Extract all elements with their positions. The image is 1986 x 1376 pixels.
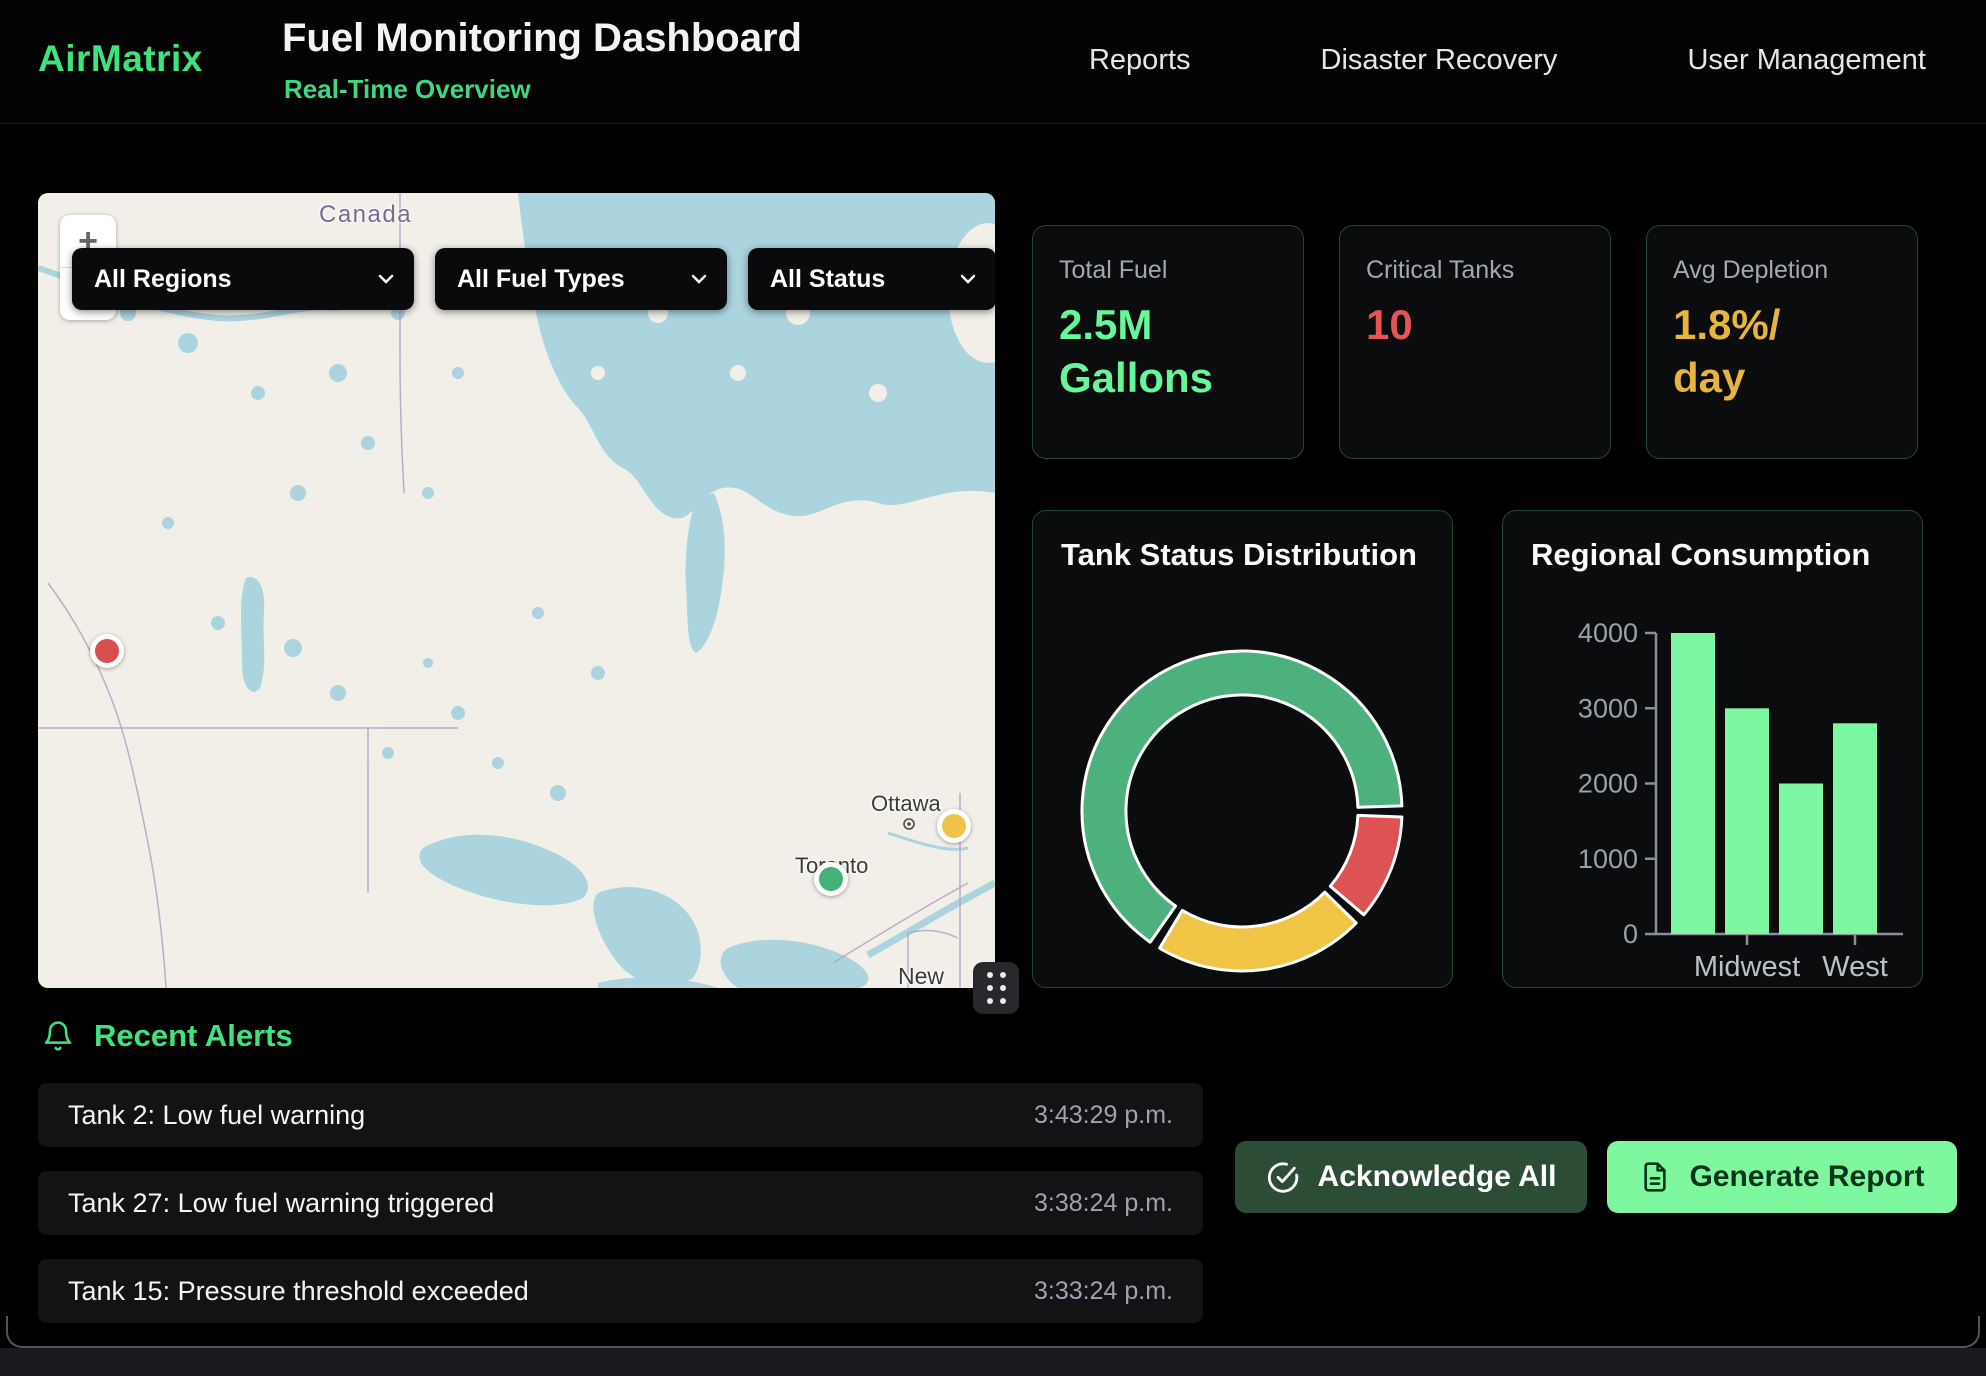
- map-marker-normal[interactable]: [814, 862, 848, 896]
- page-subtitle: Real-Time Overview: [284, 74, 531, 105]
- acknowledge-all-button[interactable]: Acknowledge All: [1235, 1141, 1587, 1213]
- map-label-canada: Canada: [319, 201, 412, 229]
- stat-card-avg-depletion: Avg Depletion 1.8%/ day: [1646, 225, 1918, 459]
- bell-icon: [42, 1019, 74, 1053]
- y-axis-label: 1000: [1578, 844, 1638, 874]
- alert-timestamp: 3:38:24 p.m.: [1034, 1189, 1173, 1218]
- stat-value-critical-tanks: 10: [1366, 299, 1541, 352]
- donut-segment-warning: [1160, 892, 1357, 971]
- y-axis-label: 2000: [1578, 769, 1638, 799]
- nav-disaster-recovery[interactable]: Disaster Recovery: [1321, 44, 1558, 77]
- donut-segment-critical: [1330, 815, 1402, 914]
- brand-logo[interactable]: AirMatrix: [38, 38, 203, 80]
- map-filters: All Regions All Fuel Types All Status: [72, 248, 995, 310]
- alert-message: Tank 27: Low fuel warning triggered: [68, 1188, 494, 1219]
- region-filter-value: All Regions: [94, 265, 232, 294]
- generate-report-button[interactable]: Generate Report: [1607, 1141, 1957, 1213]
- bar-2: [1779, 784, 1823, 935]
- regional-consumption-bar-chart: 0 1000 2000 3000 4000 Midwest West: [1503, 599, 1924, 989]
- chart-title: Regional Consumption: [1531, 537, 1870, 573]
- map-marker-warning[interactable]: [937, 809, 971, 843]
- stat-card-critical-tanks: Critical Tanks 10: [1339, 225, 1611, 459]
- chevron-down-icon: [378, 274, 394, 284]
- alerts-title: Recent Alerts: [94, 1018, 293, 1054]
- stat-label: Avg Depletion: [1673, 256, 1891, 285]
- nav-user-management[interactable]: User Management: [1687, 44, 1926, 77]
- app-header: AirMatrix Fuel Monitoring Dashboard Real…: [0, 0, 1986, 124]
- alert-message: Tank 15: Pressure threshold exceeded: [68, 1276, 529, 1307]
- bar-0: [1671, 633, 1715, 934]
- tank-status-donut-chart: [1033, 599, 1453, 989]
- tank-status-card: Tank Status Distribution: [1032, 510, 1453, 988]
- document-icon: [1639, 1161, 1671, 1193]
- stat-label: Critical Tanks: [1366, 256, 1584, 285]
- chevron-down-icon: [691, 274, 707, 284]
- stat-label: Total Fuel: [1059, 256, 1277, 285]
- stat-value-total-fuel: 2.5M Gallons: [1059, 299, 1234, 404]
- region-filter[interactable]: All Regions: [72, 248, 414, 310]
- nav-reports[interactable]: Reports: [1089, 44, 1191, 77]
- y-axis-label: 3000: [1578, 693, 1638, 723]
- chart-title: Tank Status Distribution: [1061, 537, 1417, 573]
- map-resize-handle[interactable]: [973, 962, 1019, 1014]
- alert-message: Tank 2: Low fuel warning: [68, 1100, 365, 1131]
- bar-1: [1725, 708, 1769, 934]
- stat-value-avg-depletion: 1.8%/ day: [1673, 299, 1848, 404]
- x-axis-label: Midwest: [1694, 951, 1800, 983]
- alert-row[interactable]: Tank 2: Low fuel warning 3:43:29 p.m.: [38, 1083, 1203, 1147]
- stat-card-total-fuel: Total Fuel 2.5M Gallons: [1032, 225, 1304, 459]
- alert-row[interactable]: Tank 27: Low fuel warning triggered 3:38…: [38, 1171, 1203, 1235]
- map-marker-critical[interactable]: [90, 634, 124, 668]
- tank-map[interactable]: + − All Regions All Fuel Types All Statu…: [38, 193, 995, 988]
- page-title: Fuel Monitoring Dashboard: [282, 16, 802, 61]
- regional-consumption-card: Regional Consumption 0 1000 2000 3000 4000 Mi…: [1502, 510, 1923, 988]
- y-axis-label: 4000: [1578, 618, 1638, 648]
- bar-3: [1833, 723, 1877, 934]
- generate-report-label: Generate Report: [1689, 1160, 1924, 1194]
- x-axis-label: West: [1822, 951, 1888, 983]
- status-filter-value: All Status: [770, 265, 885, 294]
- alert-row[interactable]: Tank 15: Pressure threshold exceeded 3:3…: [38, 1259, 1203, 1323]
- y-axis-label: 0: [1623, 919, 1638, 949]
- capital-city-icon: [902, 817, 916, 831]
- status-filter[interactable]: All Status: [748, 248, 995, 310]
- dashboard: AirMatrix Fuel Monitoring Dashboard Real…: [0, 0, 1986, 1376]
- alerts-header: Recent Alerts: [42, 1018, 293, 1054]
- fuel-type-filter[interactable]: All Fuel Types: [435, 248, 727, 310]
- alert-timestamp: 3:43:29 p.m.: [1034, 1101, 1173, 1130]
- main-nav: Reports Disaster Recovery User Managemen…: [1089, 44, 1926, 77]
- map-label-ottawa: Ottawa: [871, 791, 941, 817]
- page-bottom-strip: [0, 1348, 1986, 1376]
- fuel-type-filter-value: All Fuel Types: [457, 265, 625, 294]
- check-circle-icon: [1266, 1160, 1300, 1194]
- alert-timestamp: 3:33:24 p.m.: [1034, 1277, 1173, 1306]
- acknowledge-all-label: Acknowledge All: [1318, 1160, 1557, 1194]
- chevron-down-icon: [960, 274, 976, 284]
